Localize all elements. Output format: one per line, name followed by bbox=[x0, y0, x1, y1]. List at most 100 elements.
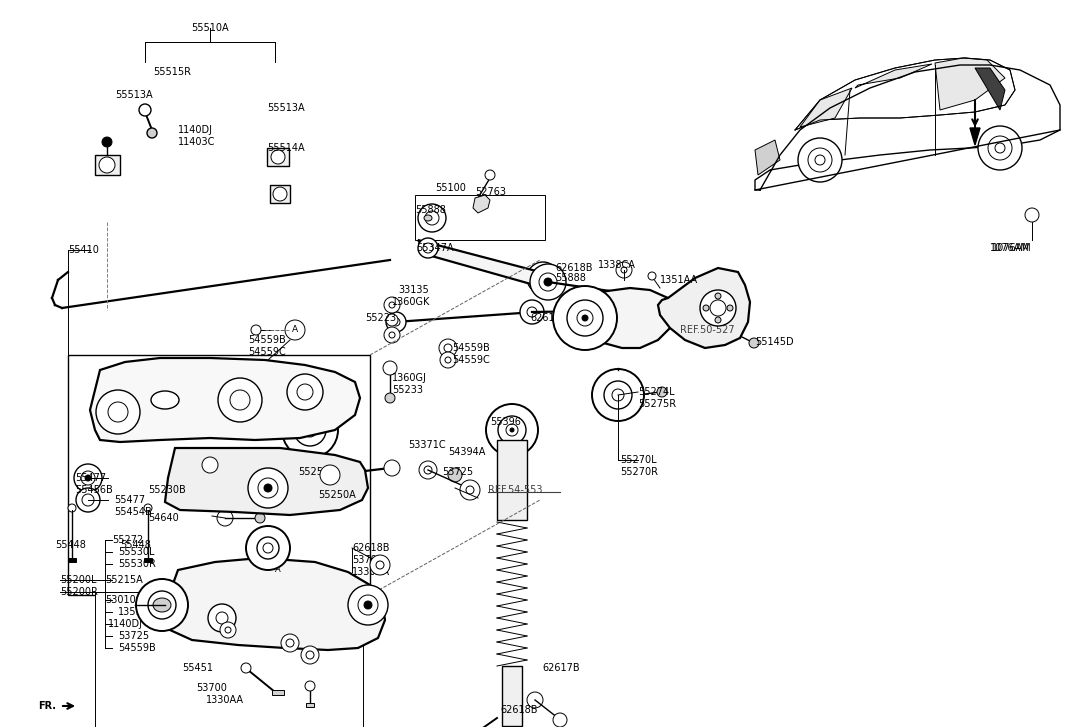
Text: 33135: 33135 bbox=[398, 285, 429, 295]
Circle shape bbox=[108, 402, 128, 422]
Text: 55477: 55477 bbox=[114, 495, 145, 505]
Text: 53700: 53700 bbox=[353, 555, 383, 565]
Circle shape bbox=[255, 513, 265, 523]
Circle shape bbox=[140, 104, 151, 116]
Circle shape bbox=[392, 318, 400, 326]
Polygon shape bbox=[165, 558, 386, 650]
Circle shape bbox=[148, 591, 176, 619]
Circle shape bbox=[567, 300, 603, 336]
Text: 55477: 55477 bbox=[75, 473, 107, 483]
Text: 53371C: 53371C bbox=[408, 440, 445, 450]
Circle shape bbox=[486, 404, 538, 456]
Text: 55451: 55451 bbox=[182, 663, 213, 673]
Text: 52763: 52763 bbox=[475, 187, 506, 197]
Text: 62618B: 62618B bbox=[555, 263, 592, 273]
Circle shape bbox=[202, 457, 218, 473]
Circle shape bbox=[978, 126, 1022, 170]
Circle shape bbox=[258, 478, 278, 498]
Circle shape bbox=[612, 389, 624, 401]
Circle shape bbox=[553, 713, 567, 727]
Circle shape bbox=[251, 325, 261, 335]
Circle shape bbox=[386, 314, 398, 326]
Circle shape bbox=[544, 278, 552, 286]
Bar bbox=[68, 558, 76, 562]
Text: 55145D: 55145D bbox=[755, 337, 793, 347]
Circle shape bbox=[217, 510, 233, 526]
Text: 55230B: 55230B bbox=[148, 485, 185, 495]
Circle shape bbox=[246, 526, 290, 570]
Text: 1351AA: 1351AA bbox=[118, 607, 157, 617]
Circle shape bbox=[216, 612, 228, 624]
Circle shape bbox=[85, 475, 91, 481]
Circle shape bbox=[417, 204, 446, 232]
Polygon shape bbox=[794, 58, 1015, 130]
Circle shape bbox=[283, 475, 293, 485]
Circle shape bbox=[527, 262, 559, 294]
Text: 54559C: 54559C bbox=[452, 355, 490, 365]
Circle shape bbox=[271, 150, 285, 164]
Ellipse shape bbox=[424, 215, 432, 221]
Ellipse shape bbox=[153, 598, 171, 612]
Circle shape bbox=[297, 384, 313, 400]
Circle shape bbox=[425, 211, 439, 225]
Circle shape bbox=[285, 320, 305, 340]
Text: 55530L: 55530L bbox=[118, 547, 154, 557]
Circle shape bbox=[307, 563, 317, 573]
Circle shape bbox=[281, 634, 299, 652]
Circle shape bbox=[444, 344, 452, 352]
Circle shape bbox=[305, 681, 315, 691]
Text: 1330AA: 1330AA bbox=[206, 695, 244, 705]
Text: 55888: 55888 bbox=[415, 205, 446, 215]
Text: 62618B: 62618B bbox=[499, 705, 538, 715]
Circle shape bbox=[282, 402, 338, 458]
Text: 55270R: 55270R bbox=[620, 467, 658, 477]
Circle shape bbox=[439, 339, 457, 357]
Text: 54559C: 54559C bbox=[248, 347, 285, 357]
Text: 55270L: 55270L bbox=[620, 455, 657, 465]
Circle shape bbox=[136, 579, 189, 631]
Circle shape bbox=[264, 484, 272, 492]
Circle shape bbox=[995, 143, 1005, 153]
Polygon shape bbox=[935, 58, 1005, 110]
Text: 62617B: 62617B bbox=[530, 313, 568, 323]
Polygon shape bbox=[165, 448, 368, 515]
Circle shape bbox=[581, 315, 588, 321]
Circle shape bbox=[423, 243, 433, 253]
Text: 55448: 55448 bbox=[55, 540, 86, 550]
Text: 1338CA: 1338CA bbox=[599, 260, 636, 270]
Circle shape bbox=[727, 305, 733, 311]
Text: 55200L: 55200L bbox=[60, 575, 97, 585]
Circle shape bbox=[144, 504, 152, 512]
Circle shape bbox=[301, 646, 320, 664]
Circle shape bbox=[76, 488, 100, 512]
Circle shape bbox=[808, 148, 832, 172]
Bar bbox=[502, 666, 522, 726]
Circle shape bbox=[286, 639, 294, 647]
Text: 53700: 53700 bbox=[197, 683, 228, 693]
Circle shape bbox=[384, 460, 400, 476]
Circle shape bbox=[815, 155, 825, 165]
Circle shape bbox=[715, 293, 721, 299]
Text: 1330AA: 1330AA bbox=[353, 567, 390, 577]
Circle shape bbox=[383, 361, 397, 375]
Circle shape bbox=[376, 561, 384, 569]
Circle shape bbox=[389, 332, 395, 338]
Circle shape bbox=[155, 599, 168, 611]
Circle shape bbox=[424, 466, 432, 474]
Circle shape bbox=[1025, 208, 1039, 222]
Text: 1360GK: 1360GK bbox=[392, 297, 430, 307]
Text: 55272: 55272 bbox=[112, 535, 144, 545]
Circle shape bbox=[798, 138, 842, 182]
Text: 1076AM: 1076AM bbox=[990, 243, 1030, 253]
Bar bbox=[144, 558, 152, 562]
Text: REF.54-553: REF.54-553 bbox=[488, 485, 542, 495]
Text: 1360GJ: 1360GJ bbox=[392, 373, 427, 383]
Circle shape bbox=[527, 307, 537, 317]
Circle shape bbox=[370, 555, 390, 575]
Circle shape bbox=[700, 290, 736, 326]
Circle shape bbox=[535, 270, 551, 286]
Text: 55514A: 55514A bbox=[267, 143, 305, 153]
Bar bbox=[306, 703, 314, 707]
Circle shape bbox=[102, 137, 112, 147]
Circle shape bbox=[389, 302, 395, 308]
